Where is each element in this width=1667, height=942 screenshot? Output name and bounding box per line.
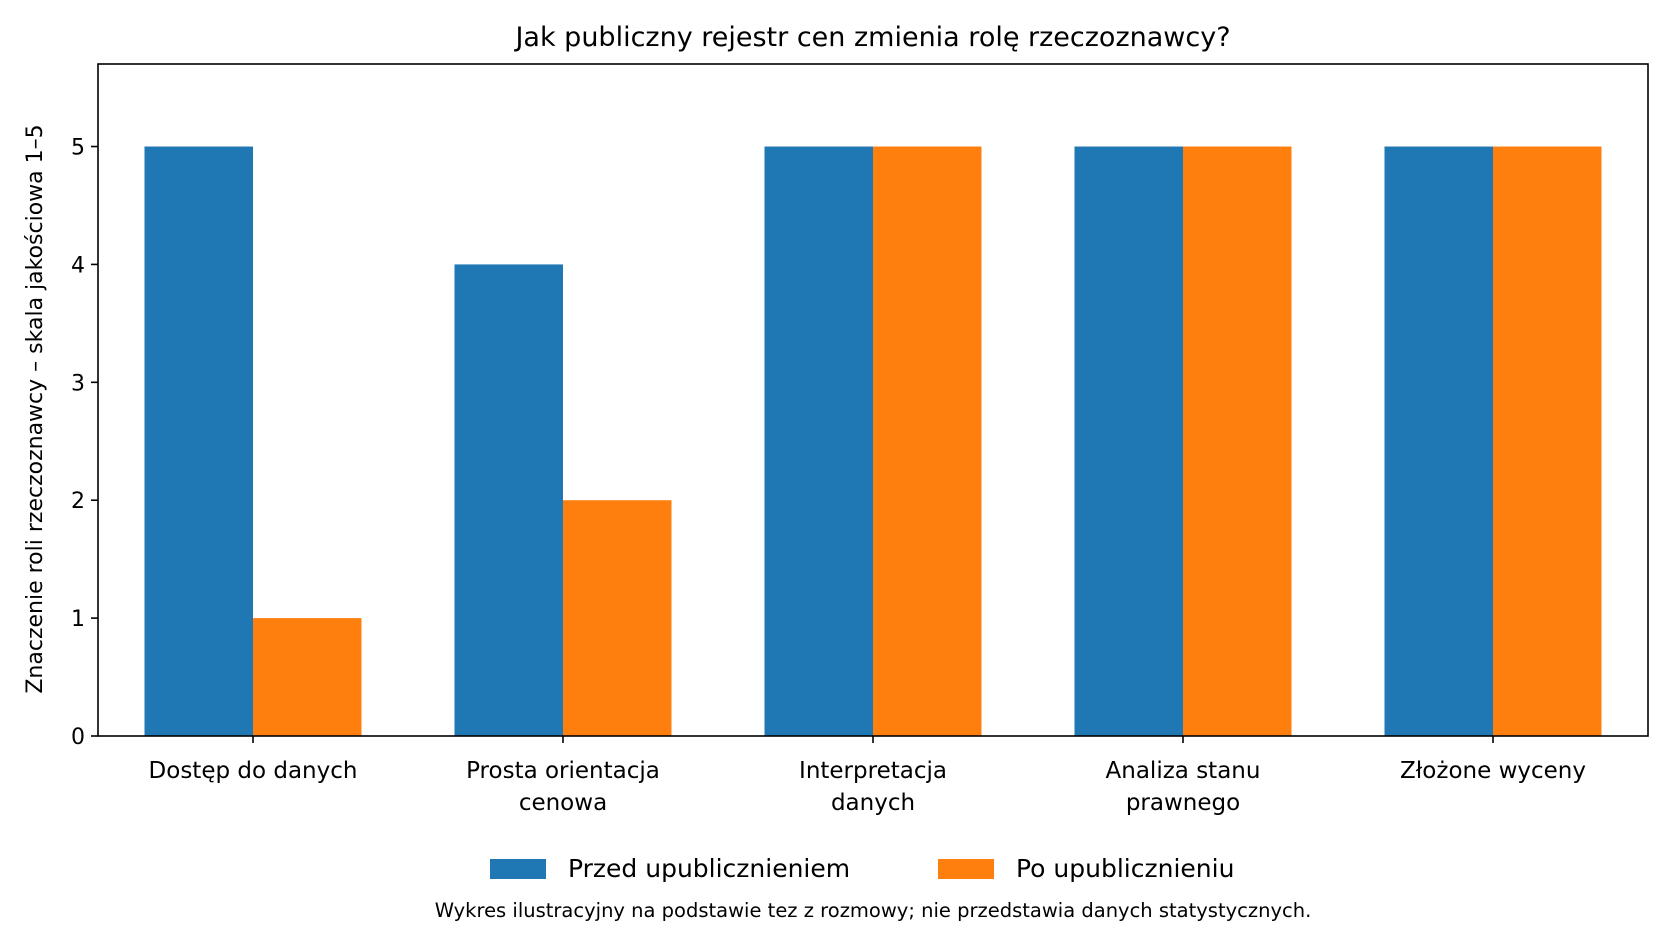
plot-area (97, 63, 1649, 737)
x-axis: Dostęp do danych Prosta orientacja cenowa I… (149, 736, 1586, 816)
bar-after-3 (873, 146, 982, 737)
bar-before-4 (1074, 146, 1183, 737)
y-tick-label: 0 (71, 725, 85, 750)
y-tick-label: 3 (71, 371, 85, 396)
x-tick-label: prawnego (1126, 790, 1240, 816)
legend-label: Po upublicznieniu (1016, 854, 1234, 883)
x-tick-label: Interpretacja (799, 758, 947, 784)
bar-after-5 (1493, 146, 1602, 737)
x-tick-label: Dostęp do danych (149, 758, 358, 784)
x-tick-label: Prosta orientacja (466, 758, 660, 784)
legend-label: Przed upublicznieniem (568, 854, 850, 883)
legend-swatch (938, 859, 994, 879)
y-axis: 0 1 2 3 4 5 (71, 136, 98, 750)
bar-before-1 (144, 146, 253, 737)
y-tick-label: 1 (71, 607, 85, 632)
y-tick-label: 5 (71, 136, 85, 161)
x-tick-label: Złożone wyceny (1400, 758, 1586, 784)
bar-after-1 (253, 618, 362, 736)
bar-after-4 (1183, 146, 1292, 737)
footnote: Wykres ilustracyjny na podstawie tez z r… (435, 899, 1312, 922)
bar-before-2 (454, 264, 563, 736)
x-tick-label: danych (831, 790, 915, 816)
bar-before-5 (1384, 146, 1493, 737)
chart-title: Jak publiczny rejestr cen zmienia rolę r… (513, 22, 1230, 53)
legend-swatch (490, 859, 546, 879)
y-tick-label: 2 (71, 489, 85, 514)
bar-after-2 (563, 500, 672, 736)
y-axis-label: Znaczenie roli rzeczoznawcy – skala jako… (23, 124, 48, 693)
y-tick-label: 4 (71, 253, 85, 278)
legend: Przed upublicznieniem Po upublicznieniu (490, 854, 1234, 883)
bar-before-3 (764, 146, 873, 737)
x-tick-label: Analiza stanu (1106, 758, 1261, 784)
x-tick-label: cenowa (519, 790, 607, 816)
